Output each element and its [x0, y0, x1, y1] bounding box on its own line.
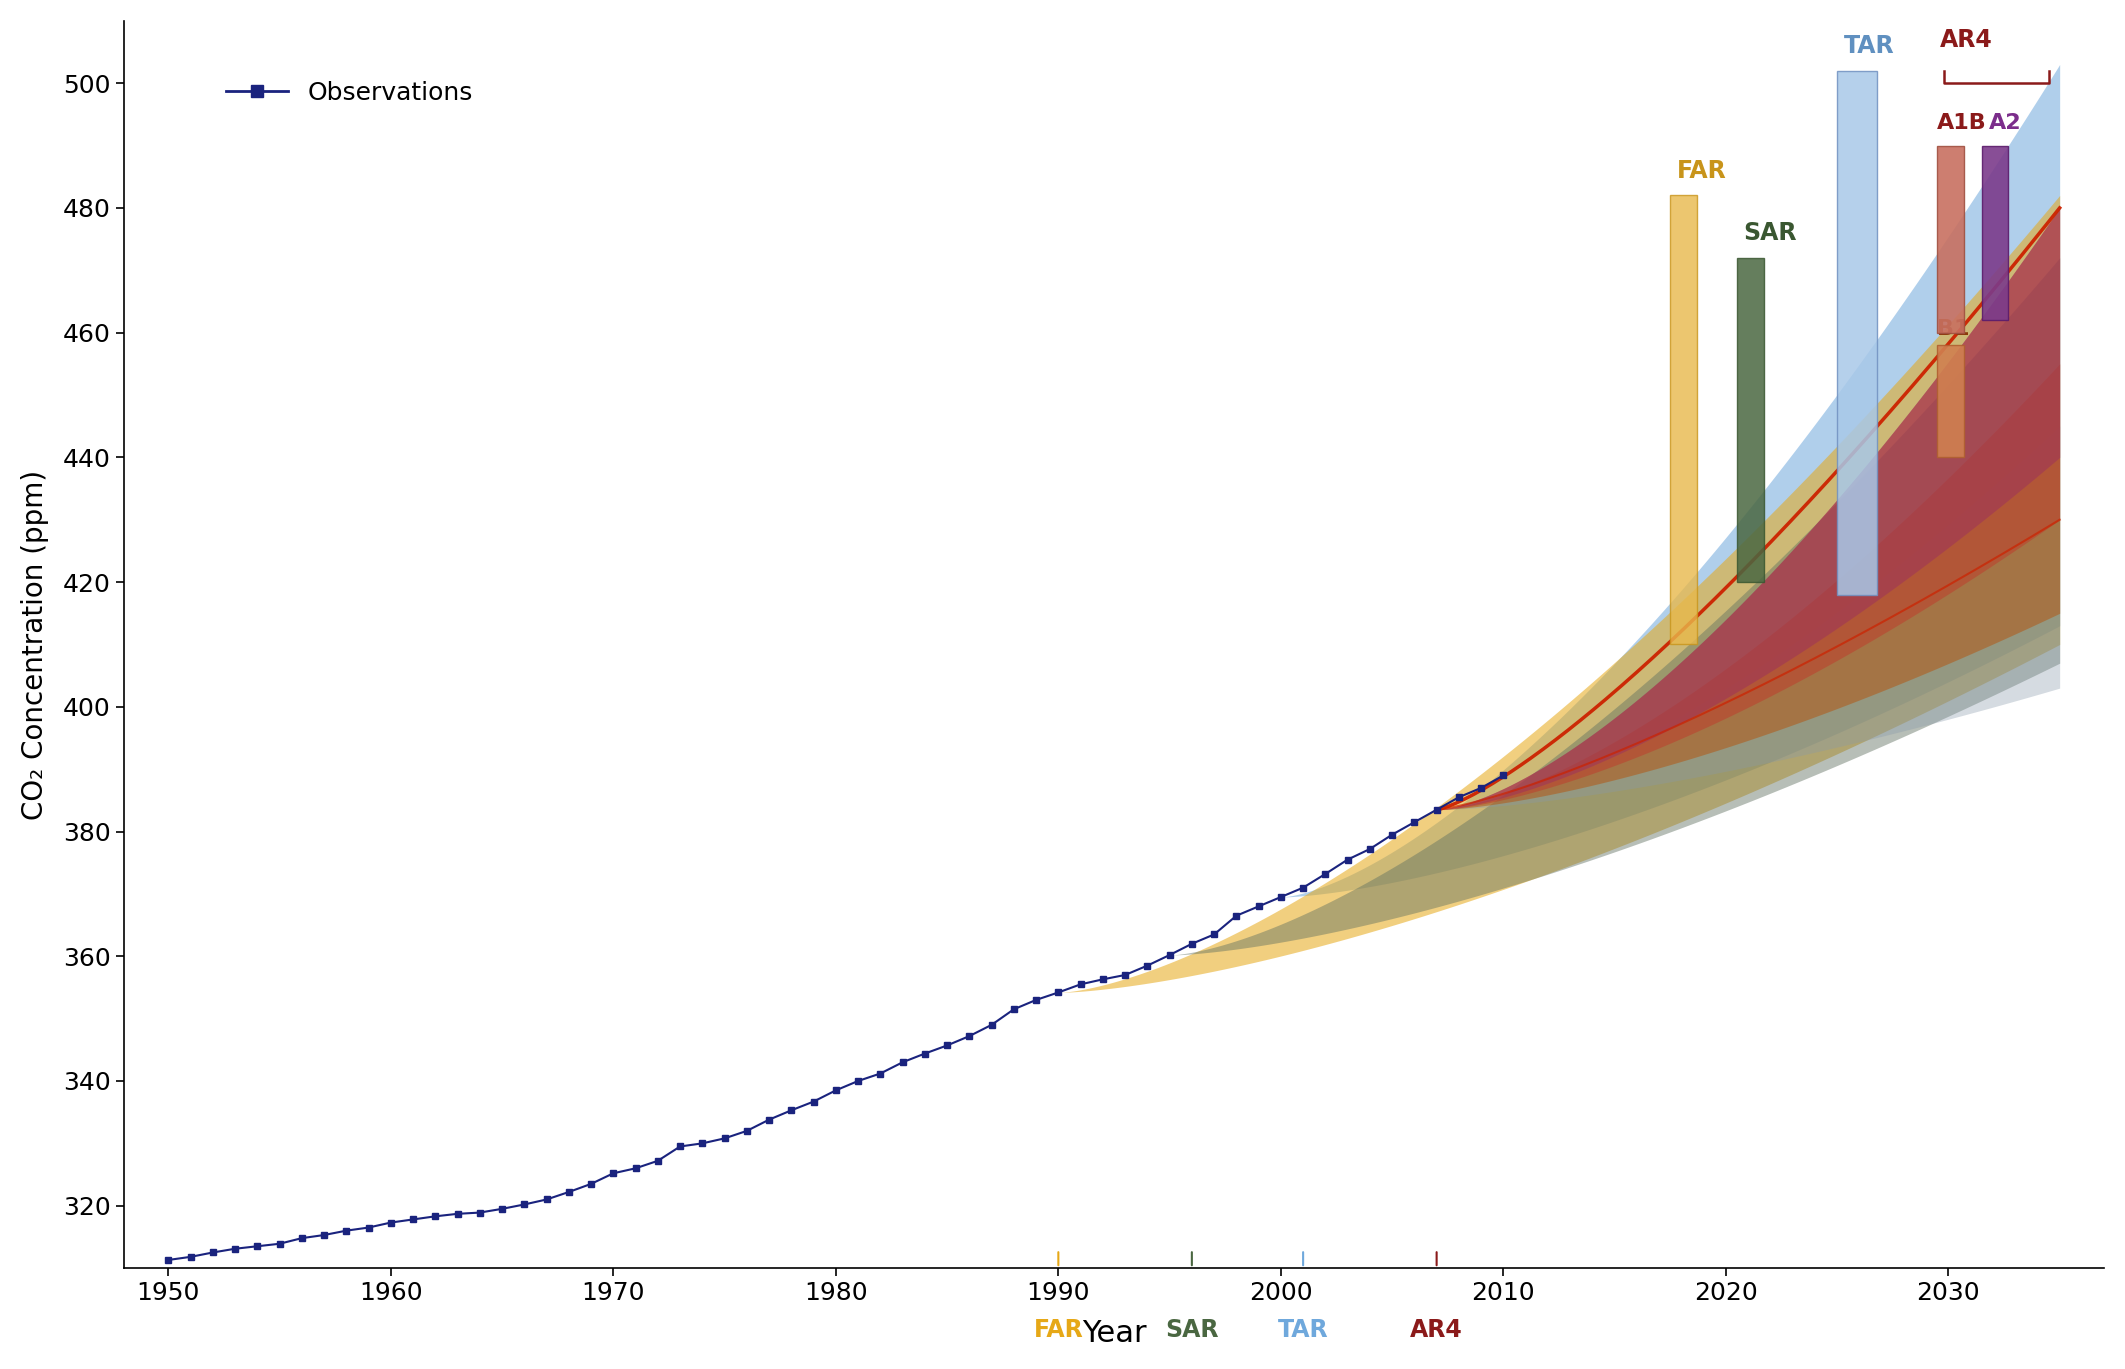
Text: A1B: A1B: [1938, 114, 1987, 133]
Observations: [423, 1207, 448, 1224]
Observations: [468, 1205, 493, 1221]
Observations: [867, 1065, 892, 1082]
Text: SAR: SAR: [1745, 222, 1798, 245]
X-axis label: Year: Year: [1082, 1320, 1145, 1348]
Text: TAR: TAR: [1844, 34, 1896, 59]
Text: SAR: SAR: [1164, 1318, 1218, 1342]
Observations: [1313, 865, 1339, 882]
Observations: [155, 1251, 181, 1268]
Text: AR4: AR4: [1940, 27, 1993, 52]
Text: AR4: AR4: [1411, 1318, 1462, 1342]
Bar: [1838, 71, 1876, 594]
Observations: [956, 1028, 982, 1045]
Y-axis label: CO₂ Concentration (ppm): CO₂ Concentration (ppm): [21, 470, 49, 820]
Line: Observations: Observations: [166, 772, 1507, 1264]
Text: TAR: TAR: [1277, 1318, 1328, 1342]
Text: FAR: FAR: [1677, 159, 1728, 183]
Bar: [1670, 196, 1698, 645]
Bar: [1938, 345, 1964, 457]
Text: B1: B1: [1938, 319, 1970, 340]
Bar: [1938, 145, 1964, 333]
Bar: [1736, 257, 1764, 582]
Text: FAR: FAR: [1033, 1318, 1084, 1342]
Bar: [1983, 145, 2008, 320]
Observations: [1490, 767, 1515, 783]
Legend: Observations: Observations: [215, 71, 482, 115]
Text: A2: A2: [1989, 114, 2021, 133]
Observations: [623, 1160, 648, 1176]
